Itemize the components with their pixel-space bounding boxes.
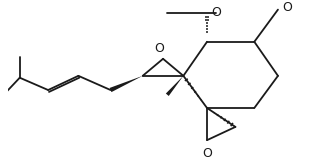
Polygon shape: [110, 76, 143, 92]
Polygon shape: [166, 76, 184, 96]
Text: O: O: [202, 147, 212, 160]
Text: O: O: [211, 6, 221, 19]
Text: O: O: [154, 42, 164, 55]
Text: O: O: [283, 1, 293, 14]
